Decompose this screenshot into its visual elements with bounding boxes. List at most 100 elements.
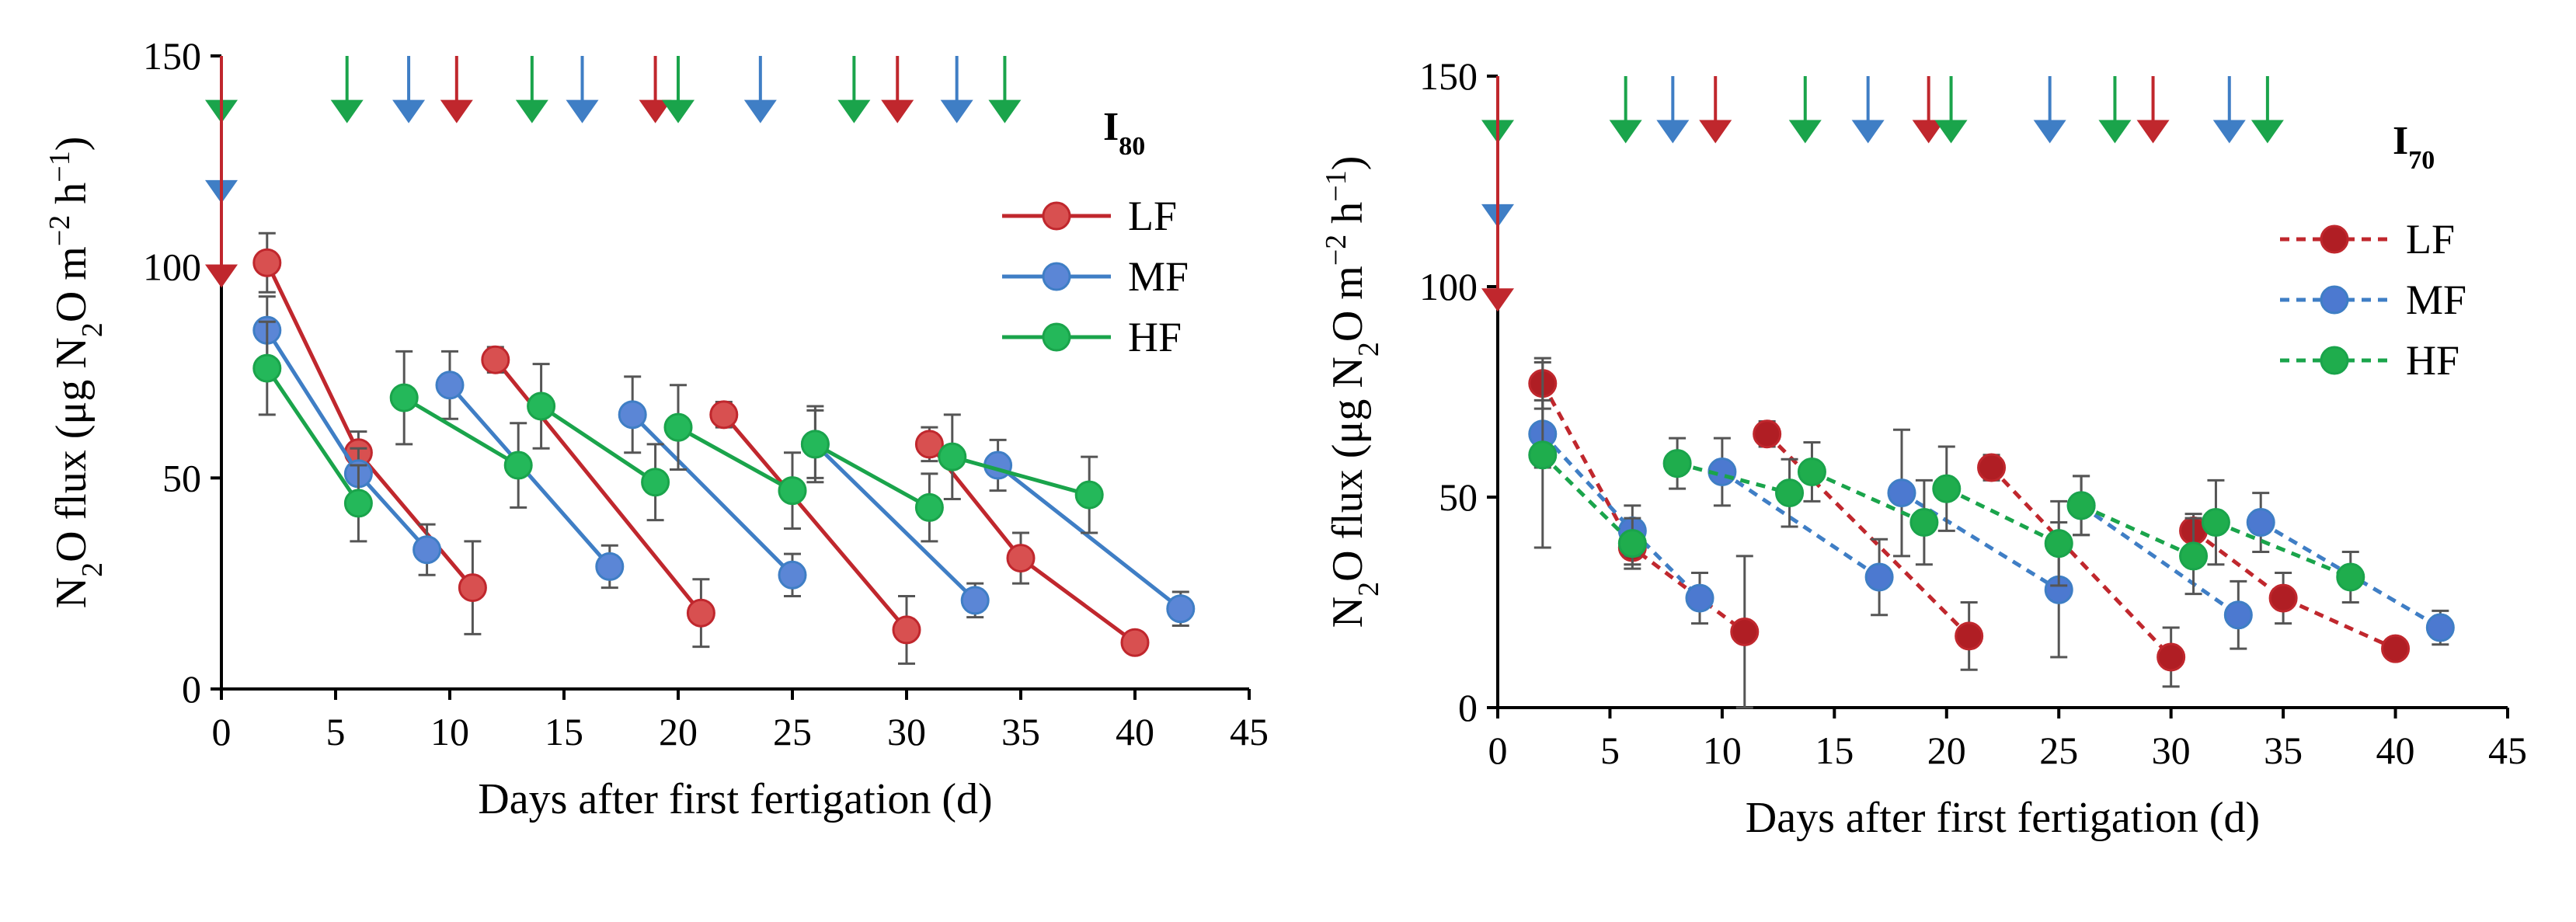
fertigation-arrow-head (1656, 120, 1690, 144)
series-line-hf (2215, 520, 2351, 579)
x-tick-label: 0 (212, 710, 231, 753)
series-lf (252, 231, 1150, 665)
y-tick-label: 0 (182, 667, 201, 711)
x-tick-label: 30 (887, 710, 926, 753)
y-axis-label-part: −1 (44, 151, 76, 182)
x-tick-label: 45 (2488, 729, 2527, 772)
panel-title-main: I (2393, 119, 2408, 163)
y-axis-label-part: N (47, 577, 96, 608)
series-line-hf (2080, 503, 2195, 558)
legend-label-hf: HF (2406, 337, 2459, 384)
fertigation-arrow-head (2251, 120, 2284, 144)
fertigation-arrow-head (1934, 120, 1968, 144)
data-point-mf (1685, 583, 1714, 613)
data-point-lf (1955, 621, 1984, 651)
fertigation-arrow-head (392, 99, 426, 124)
data-point-hf (2201, 508, 2230, 538)
x-tick-label: 5 (1600, 729, 1620, 772)
x-tick-label: 5 (326, 710, 346, 753)
data-point-mf (1166, 594, 1196, 624)
data-point-mf (595, 551, 625, 581)
y-axis-label-part: 2 (1352, 582, 1385, 597)
data-point-hf (1074, 480, 1104, 510)
data-point-mf (413, 535, 442, 565)
data-point-hf (1662, 449, 1692, 478)
data-point-mf (618, 400, 647, 430)
data-point-hf (938, 442, 967, 471)
fertigation-arrow-head (330, 99, 364, 124)
x-tick-label: 35 (1001, 710, 1040, 753)
data-point-lf (1977, 453, 2007, 482)
series-line-mf (1900, 491, 2060, 592)
y-axis-label-part: 2 (1352, 342, 1385, 357)
y-axis-label-part: h (1324, 202, 1372, 235)
x-tick-label: 25 (773, 710, 812, 753)
x-tick-label: 15 (1815, 729, 1854, 772)
series-line-lf (265, 262, 475, 590)
fertigation-arrow-head (639, 99, 672, 124)
series-line-lf (722, 413, 908, 631)
data-point-hf (641, 468, 670, 497)
legend-marker-lf (2320, 224, 2349, 254)
data-point-hf (389, 383, 419, 412)
y-axis-label-part: h (47, 183, 96, 215)
panel-title: I80 (1103, 105, 1145, 161)
fertigation-arrow-head (743, 99, 777, 124)
y-tick-label: 150 (1419, 54, 1478, 98)
series-hf (1528, 361, 2365, 604)
y-tick-label: 100 (1419, 265, 1478, 308)
data-point-lf (458, 573, 487, 603)
data-point-hf (343, 489, 373, 518)
data-point-lf (481, 345, 510, 374)
series-hf (252, 320, 1104, 543)
panel-right-chart: 0 5 10 15 20 25 30 35 40 45 0 50 100 150 Days after fi… (1320, 54, 2527, 842)
data-point-hf (1528, 440, 1558, 470)
data-point-hf (2066, 491, 2096, 520)
x-tick-label: 10 (430, 710, 469, 753)
series-line-hf (1541, 454, 1634, 545)
series-line-lf (2192, 529, 2397, 651)
fertigation-arrow-head (205, 264, 238, 288)
series-line-hf (1811, 470, 1925, 524)
data-point-lf (2381, 634, 2411, 663)
panel-title-subscript: 80 (1119, 132, 1145, 161)
legend-marker-hf (1042, 322, 1071, 352)
x-axis-label: Days after first fertigation (d) (478, 775, 992, 823)
y-axis-label-part: −2 (44, 215, 76, 246)
series-line-lf (1989, 466, 2173, 659)
series-line-hf (402, 395, 520, 468)
fertigation-arrow-head (566, 99, 599, 124)
x-tick-label: 15 (545, 710, 583, 753)
series-line-mf (813, 443, 976, 602)
y-axis-label-part: N (1324, 597, 1372, 628)
series-line-hf (677, 425, 794, 492)
x-tick-label: 20 (1927, 729, 1966, 772)
data-point-mf (778, 560, 807, 590)
legend-marker-hf (2320, 346, 2349, 375)
fertigation-arrow-head (1912, 120, 1945, 144)
series-mf (1528, 398, 2455, 659)
data-point-hf (1909, 508, 1939, 538)
data-point-lf (1730, 617, 1760, 646)
data-point-lf (2157, 642, 2186, 672)
data-point-hf (503, 451, 533, 480)
data-point-hf (252, 353, 282, 383)
y-axis-label-part: −2 (1320, 235, 1352, 266)
data-point-lf (1753, 419, 1782, 449)
data-point-hf (2179, 541, 2209, 571)
legend-label-hf: HF (1128, 314, 1182, 360)
y-axis-label-part: O flux (μg N (1324, 357, 1372, 582)
panel-title-main: I (1103, 105, 1119, 149)
x-tick-label: 10 (1703, 729, 1742, 772)
legend-marker-lf (1042, 201, 1071, 231)
fertigation-arrow-head (837, 99, 871, 124)
data-point-hf (1617, 529, 1647, 558)
data-point-mf (2223, 600, 2253, 630)
data-point-hf (800, 430, 830, 459)
fertigation-arrow-head (1699, 120, 1732, 144)
fertigation-arrow-head (881, 99, 914, 124)
fertigation-arrow-head (940, 99, 973, 124)
legend-label-mf: MF (1128, 253, 1189, 300)
data-point-lf (2268, 583, 2298, 613)
